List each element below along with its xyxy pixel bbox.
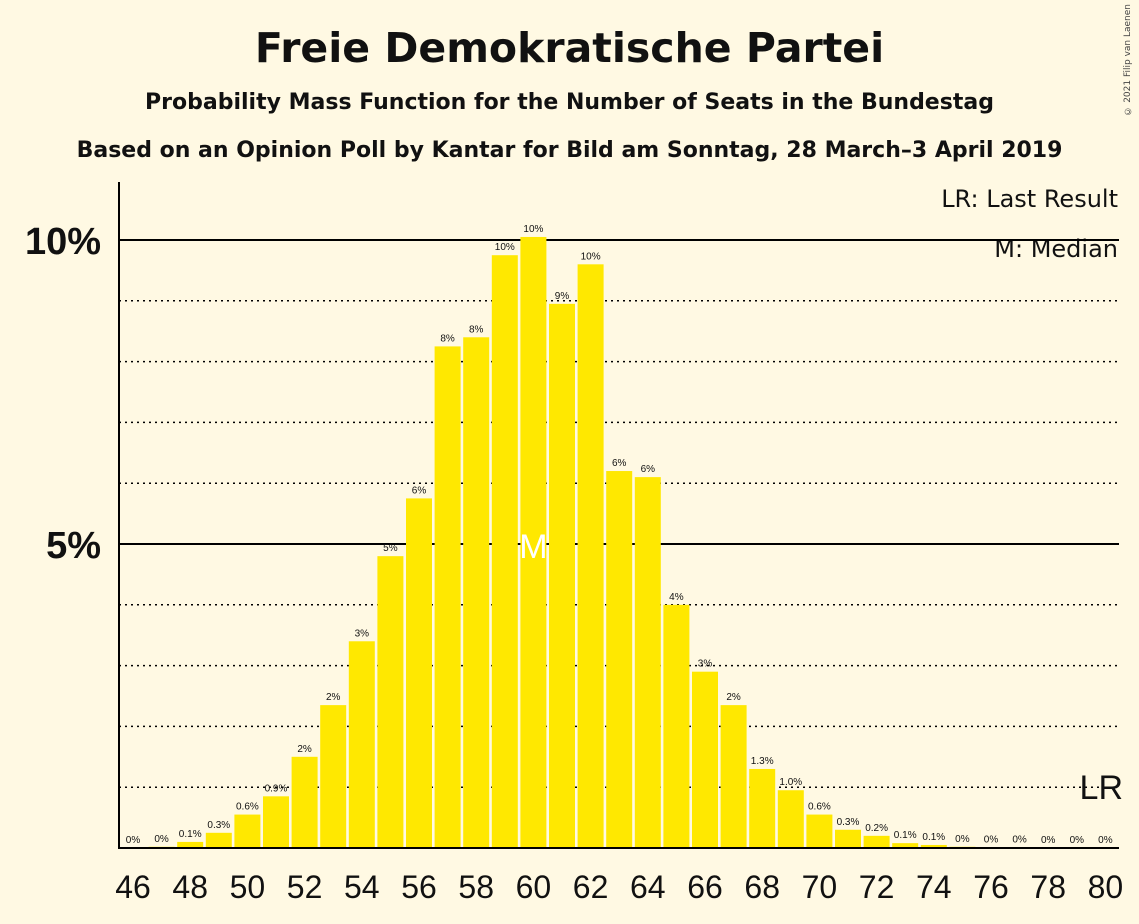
bar-seat-57 <box>434 346 461 848</box>
bar-seat-60 <box>520 236 547 848</box>
data-label-seat-47: 0% <box>154 834 169 845</box>
x-tick-label: 74 <box>916 869 952 905</box>
x-tick-label: 60 <box>516 869 552 905</box>
bar-seat-62 <box>577 264 604 848</box>
x-tick-label: 46 <box>115 869 151 905</box>
data-label-seat-70: 0.6% <box>808 802 831 813</box>
x-tick-label: 78 <box>1030 869 1066 905</box>
data-label-seat-46: 0% <box>126 835 141 846</box>
bar-seat-48 <box>177 841 204 848</box>
bar-seat-67 <box>720 705 747 848</box>
x-tick-label: 72 <box>859 869 895 905</box>
x-tick-label: 62 <box>573 869 609 905</box>
bar-seat-66 <box>692 671 718 848</box>
data-label-seat-72: 0.2% <box>865 823 888 834</box>
bar-seat-71 <box>835 829 861 848</box>
bar-seat-58 <box>463 337 490 848</box>
bar-seat-52 <box>291 756 318 848</box>
x-tick-label: 80 <box>1088 869 1124 905</box>
data-label-seat-78: 0% <box>1041 835 1056 846</box>
x-tick-label: 50 <box>230 869 266 905</box>
chart-title: Freie Demokratische Partei <box>254 24 885 72</box>
data-label-seat-51: 0.9% <box>265 783 288 794</box>
bar-seat-69 <box>777 790 804 848</box>
bar-seat-74 <box>920 844 947 848</box>
bar-seat-65 <box>663 604 690 848</box>
bar-seat-51 <box>263 796 289 848</box>
data-label-seat-64: 6% <box>641 464 656 475</box>
data-label-seat-73: 0.1% <box>894 830 917 841</box>
bar-seat-63 <box>606 471 633 848</box>
data-label-seat-53: 2% <box>326 692 341 703</box>
data-label-seat-59: 10% <box>495 242 515 253</box>
bar-seat-72 <box>863 835 890 848</box>
bar-seat-54 <box>348 641 375 848</box>
data-label-seat-76: 0% <box>984 834 999 845</box>
bar-seat-64 <box>634 477 661 848</box>
x-tick-label: 64 <box>630 869 666 905</box>
last-result-marker: LR <box>1080 769 1123 807</box>
x-tick-label: 48 <box>172 869 208 905</box>
data-label-seat-54: 3% <box>355 628 370 639</box>
bar-seat-56 <box>406 498 432 848</box>
x-tick-label: 66 <box>687 869 723 905</box>
data-label-seat-63: 6% <box>612 458 627 469</box>
bar-seat-73 <box>892 843 919 848</box>
data-label-seat-58: 8% <box>469 324 484 335</box>
bar-seat-53 <box>320 705 347 848</box>
legend-last-result: LR: Last Result <box>941 185 1118 213</box>
data-label-seat-75: 0% <box>955 834 970 845</box>
data-label-seat-61: 9% <box>555 291 570 302</box>
x-tick-label: 68 <box>744 869 780 905</box>
x-tick-label: 58 <box>458 869 494 905</box>
data-label-seat-66: 3% <box>698 659 713 670</box>
data-label-seat-62: 10% <box>581 251 601 262</box>
x-tick-label: 52 <box>287 869 323 905</box>
data-label-seat-56: 6% <box>412 485 427 496</box>
y-tick-label: 5% <box>46 525 101 567</box>
x-tick-label: 70 <box>802 869 838 905</box>
data-label-seat-65: 4% <box>669 592 684 603</box>
data-label-seat-68: 1.3% <box>751 756 774 767</box>
median-marker: M <box>519 528 547 566</box>
bar-seat-70 <box>806 814 833 848</box>
x-tick-label: 76 <box>973 869 1009 905</box>
data-label-seat-48: 0.1% <box>179 829 202 840</box>
data-label-seat-80: 0% <box>1098 835 1113 846</box>
bar-seat-49 <box>205 832 232 848</box>
data-label-seat-71: 0.3% <box>837 817 860 828</box>
data-label-seat-55: 5% <box>383 543 398 554</box>
data-label-seat-49: 0.3% <box>207 820 230 831</box>
bar-seat-55 <box>377 556 404 848</box>
bar-seat-59 <box>491 255 518 848</box>
data-label-seat-67: 2% <box>726 692 741 703</box>
data-label-seat-50: 0.6% <box>236 802 259 813</box>
chart-source-note: Based on an Opinion Poll by Kantar for B… <box>76 138 1063 163</box>
bar-seat-61 <box>549 303 575 849</box>
data-label-seat-77: 0% <box>1012 834 1027 845</box>
data-label-seat-79: 0% <box>1070 835 1085 846</box>
bar-seat-50 <box>234 814 261 848</box>
x-tick-label: 56 <box>401 869 437 905</box>
data-label-seat-57: 8% <box>440 333 455 344</box>
data-label-seat-74: 0.1% <box>922 832 945 843</box>
x-tick-label: 54 <box>344 869 380 905</box>
data-label-seat-60: 10% <box>523 224 543 235</box>
bar-seat-68 <box>749 768 776 848</box>
y-tick-label: 10% <box>25 221 101 263</box>
data-label-seat-69: 1.0% <box>779 777 802 788</box>
data-label-seat-52: 2% <box>297 744 312 755</box>
chart-subtitle: Probability Mass Function for the Number… <box>145 90 994 115</box>
